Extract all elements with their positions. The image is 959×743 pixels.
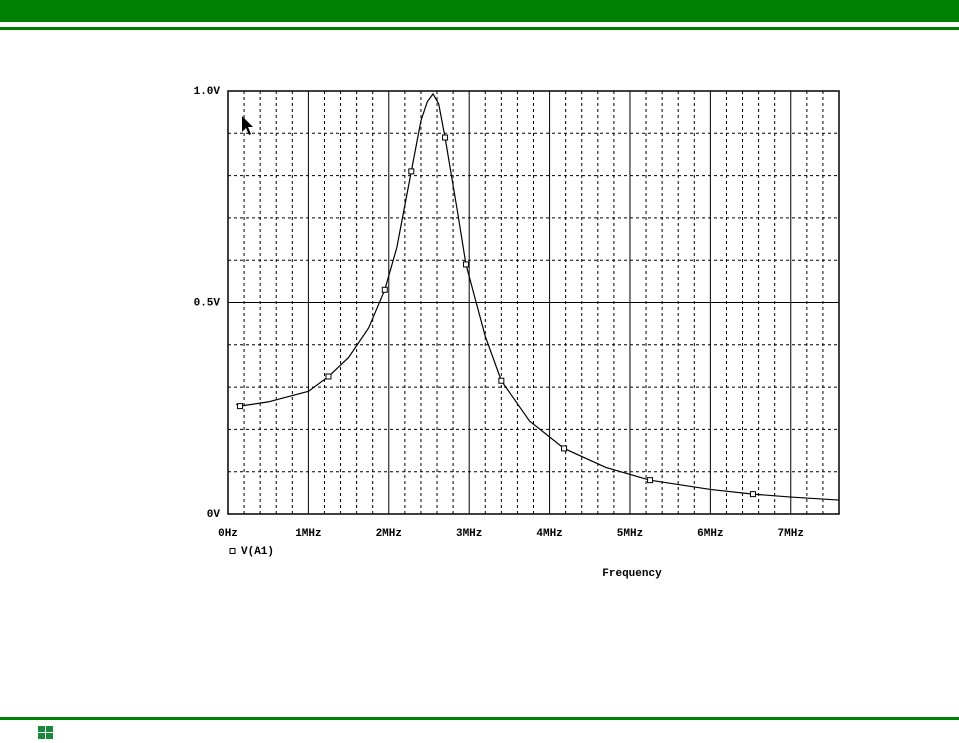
legend-label: V(A1) xyxy=(241,546,274,558)
marker xyxy=(442,134,449,141)
marker xyxy=(325,373,332,380)
marker xyxy=(749,491,756,498)
marker xyxy=(647,477,654,484)
cursor xyxy=(242,116,253,135)
x-tick-label: 4MHz xyxy=(536,528,562,540)
x-tick-label: 1MHz xyxy=(295,528,321,540)
marker xyxy=(381,286,388,293)
x-tick-label: 7MHz xyxy=(778,528,804,540)
x-tick-label: 6MHz xyxy=(697,528,723,540)
x-axis-label: Frequency xyxy=(602,568,662,580)
y-tick-label: 0.5V xyxy=(194,297,221,309)
marker xyxy=(408,168,415,175)
x-tick-label: 3MHz xyxy=(456,528,482,540)
marker xyxy=(237,403,244,410)
bottom-rule xyxy=(0,717,959,720)
legend-marker xyxy=(229,548,236,554)
marker xyxy=(561,445,568,452)
x-tick-label: 0Hz xyxy=(218,528,238,540)
plot-frame xyxy=(227,90,840,515)
curve xyxy=(235,92,840,501)
top-bar xyxy=(0,0,959,22)
slide-icon xyxy=(38,726,53,739)
top-rule xyxy=(0,27,959,30)
y-tick-label: 0V xyxy=(207,509,221,521)
marker xyxy=(462,261,469,268)
marker xyxy=(498,377,505,384)
y-tick-label: 1.0V xyxy=(194,86,221,98)
x-tick-label: 5MHz xyxy=(617,528,643,540)
x-tick-label: 2MHz xyxy=(376,528,402,540)
